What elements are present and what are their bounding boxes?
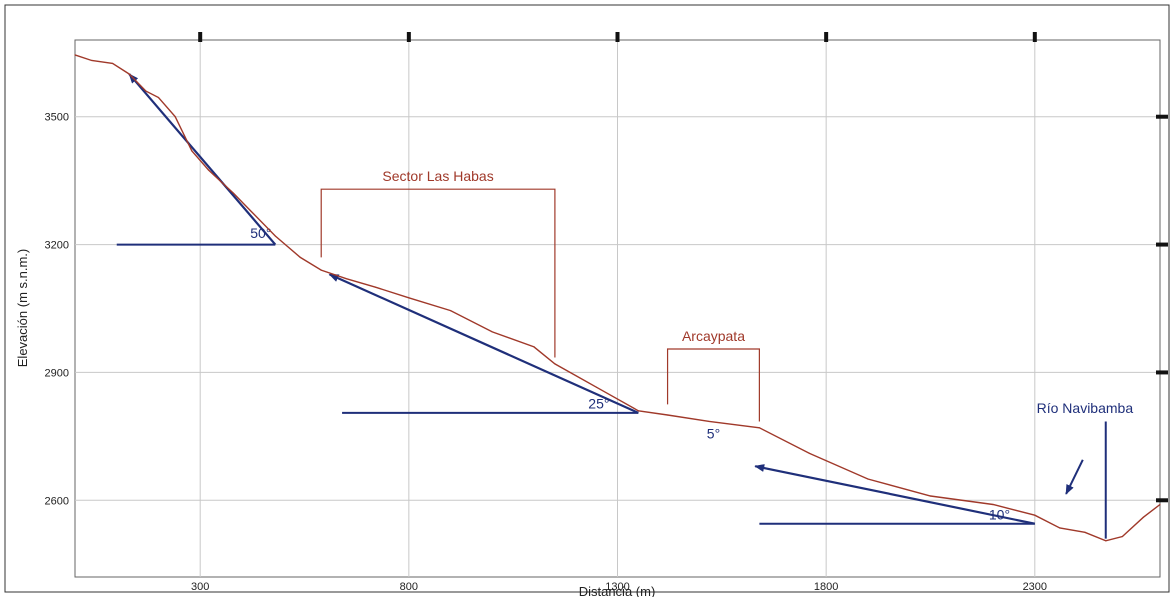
bracket: [666, 348, 760, 422]
profile-point: [191, 150, 193, 152]
slope-angle-label: 25°: [588, 396, 609, 412]
angle-label: 5°: [707, 425, 720, 441]
x-tick-label: 300: [191, 581, 209, 593]
profile-point: [145, 90, 147, 92]
profile-point: [249, 209, 251, 212]
profile-point: [374, 286, 377, 288]
profile-point: [157, 96, 160, 99]
profile-point: [320, 269, 322, 271]
x-tick-label: 800: [400, 581, 418, 593]
profile-point: [299, 256, 301, 258]
profile-point: [207, 169, 210, 171]
river-flow-arrow: [1065, 459, 1084, 495]
y-tick-label: 2900: [45, 367, 69, 379]
profile-point: [554, 363, 556, 365]
profile-point: [596, 386, 598, 388]
profile-point: [91, 59, 93, 62]
profile-point: [232, 192, 235, 195]
y-tick-label: 2600: [45, 495, 69, 507]
profile-point: [449, 310, 452, 312]
x-tick-label: 1800: [814, 581, 838, 593]
profile-point: [1159, 503, 1161, 506]
profile-point: [1084, 531, 1086, 533]
tick-layer: 300 800 1300 1800 2300 2600 2900 3200 3500: [45, 32, 1168, 593]
profile-point: [111, 62, 114, 65]
y-tick-label: 3500: [45, 112, 69, 124]
profile-point: [1034, 514, 1036, 516]
profile-point: [929, 495, 932, 497]
grid-layer: [75, 40, 1160, 577]
x-axis-label: Distancia (m): [579, 584, 656, 597]
profile-point: [1142, 516, 1144, 518]
profile-point: [708, 420, 710, 423]
bracket: [320, 188, 556, 358]
profile-point: [867, 478, 869, 480]
profile-point: [1105, 540, 1107, 542]
profile-point: [1121, 535, 1124, 538]
profile-point: [1059, 527, 1061, 529]
series-layer: [74, 54, 1161, 542]
slope-arrow: [128, 73, 277, 246]
profile-point: [666, 414, 669, 416]
profile-point: [174, 116, 176, 118]
profile-point: [758, 427, 760, 429]
y-axis-label: Elevación (m s.n.m.): [15, 249, 30, 367]
profile-point: [274, 235, 276, 237]
slope-arrow: [754, 464, 1036, 525]
profile-point: [345, 278, 347, 280]
profile-point: [533, 346, 535, 348]
profile-point: [408, 297, 410, 299]
profile-point: [74, 54, 76, 56]
profile-point: [992, 503, 994, 506]
x-tick-label: 1300: [605, 581, 629, 593]
slope-arrow: [328, 273, 639, 414]
x-tick-label: 2300: [1023, 581, 1047, 593]
y-tick-label: 3200: [45, 240, 69, 252]
annotation-layer: Sector Las Habas Arcaypata 50° 25° 10° 5° Río …: [116, 73, 1134, 539]
chart-border: [4, 4, 1170, 593]
profile-point: [808, 452, 811, 455]
slope-angle-label: 10°: [989, 506, 1010, 522]
profile-point: [491, 331, 493, 333]
bracket-label: Sector Las Habas: [382, 168, 493, 184]
river-label: Río Navibamba: [1037, 400, 1134, 416]
profile-point: [637, 410, 639, 412]
profile-point: [128, 73, 130, 75]
slope-angle-label: 50°: [250, 225, 271, 241]
bracket-label: Arcaypata: [682, 328, 745, 344]
